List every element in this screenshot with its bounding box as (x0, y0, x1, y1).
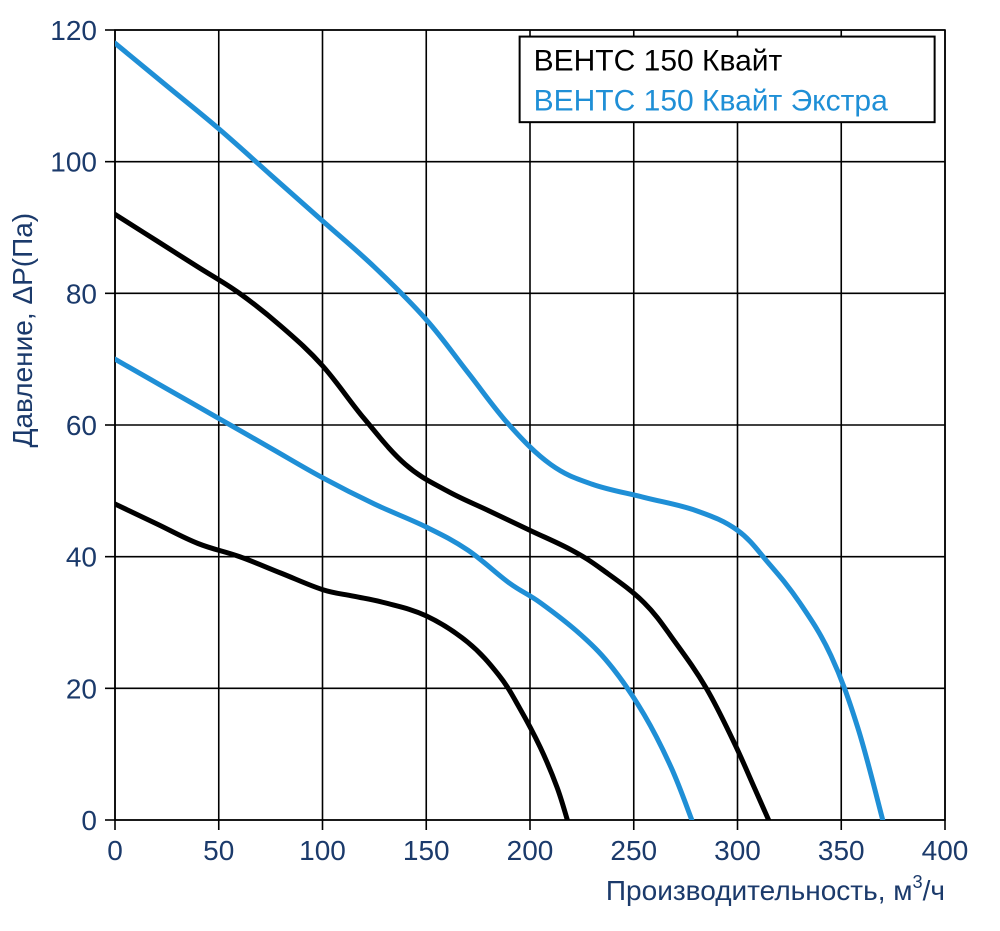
y-tick-label: 120 (50, 15, 97, 46)
x-tick-label: 250 (610, 835, 657, 866)
legend-item-label: ВЕНТС 150 Квайт Экстра (534, 85, 888, 118)
x-tick-label: 350 (818, 835, 865, 866)
legend-item-label: ВЕНТС 150 Квайт (534, 45, 783, 78)
chart-svg: 0 50 100 150 200 250 300 350 400 0 20 40 60 80 100 120 П… (0, 0, 1000, 931)
x-tick-label: 400 (922, 835, 969, 866)
x-tick-label: 300 (714, 835, 761, 866)
x-tick-label: 200 (507, 835, 554, 866)
x-axis-label: Производительность, м3/ч (606, 872, 945, 906)
y-axis-label: Давление, ΔP(Па) (7, 213, 38, 448)
x-tick-label: 150 (403, 835, 450, 866)
x-tick-label: 0 (107, 835, 123, 866)
chart-background (0, 0, 1000, 931)
legend: ВЕНТС 150 Квайт ВЕНТС 150 Квайт Экстра (520, 37, 935, 123)
x-tick-label: 50 (203, 835, 234, 866)
pressure-flow-chart: 0 50 100 150 200 250 300 350 400 0 20 40 60 80 100 120 П… (0, 0, 1000, 931)
y-tick-label: 80 (66, 278, 97, 309)
y-tick-label: 60 (66, 410, 97, 441)
y-tick-label: 40 (66, 542, 97, 573)
y-tick-label: 0 (81, 805, 97, 836)
x-tick-label: 100 (299, 835, 346, 866)
y-tick-label: 100 (50, 147, 97, 178)
y-tick-label: 20 (66, 673, 97, 704)
